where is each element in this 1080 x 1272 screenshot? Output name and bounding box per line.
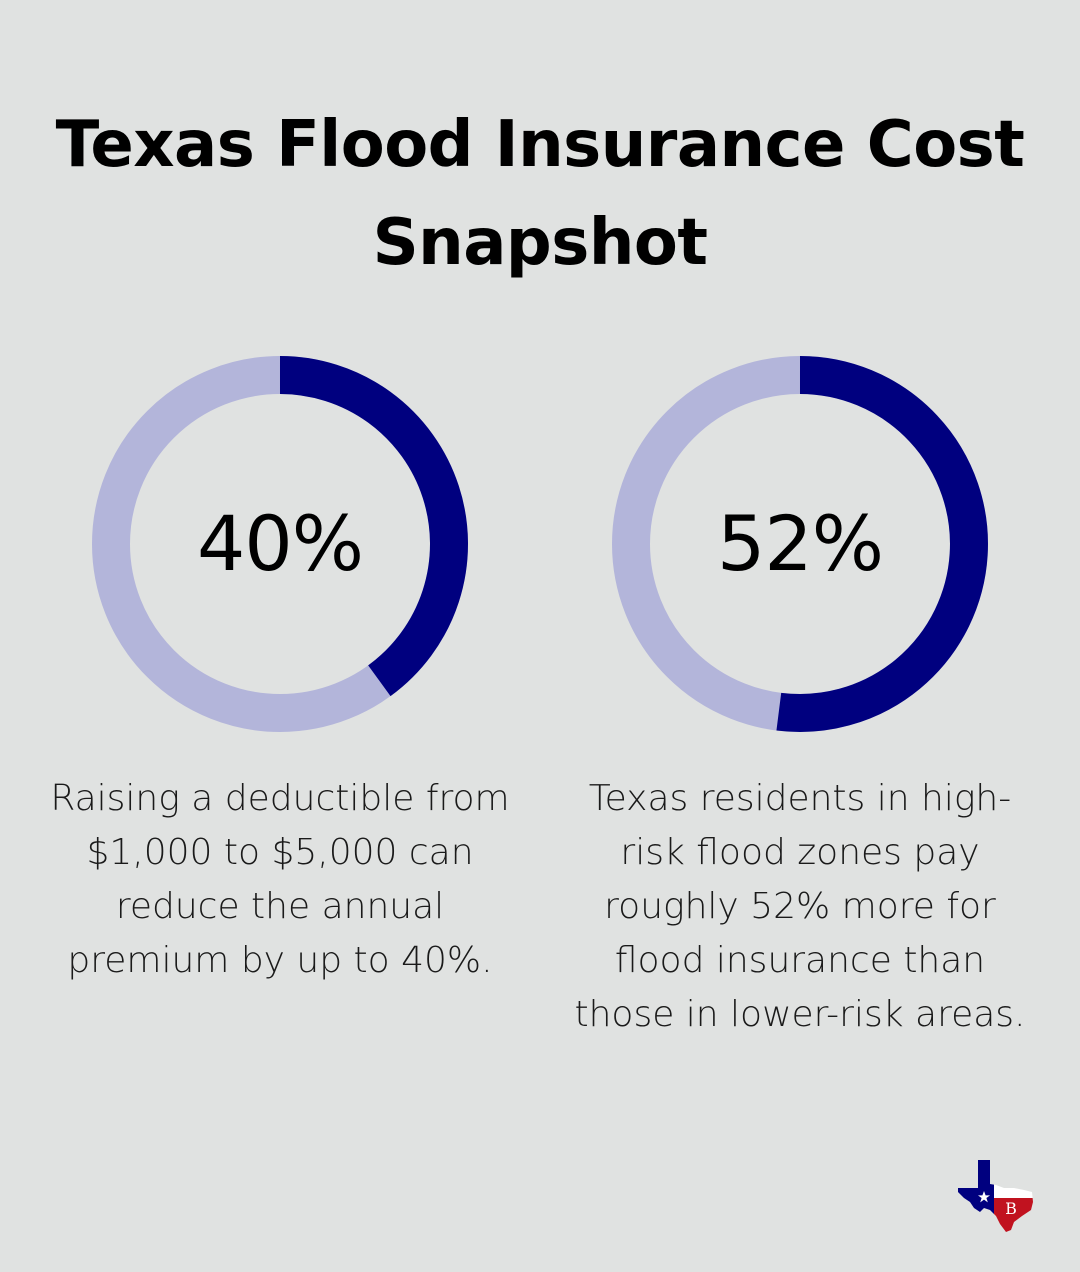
svg-text:B: B [1005,1199,1017,1218]
donut-1-arc [279,356,468,697]
donut-2-description: Texas residents in high-risk flood zones… [574,778,1026,1035]
texas-flag-map-icon: B [956,1158,1036,1234]
page-title: Texas Flood Insurance Cost Snapshot [55,108,1025,280]
donut-2-value-label: 52% [717,499,884,588]
donut-2-arc [776,356,988,732]
donut-2-svg [612,356,988,732]
donut-1-svg [92,356,468,732]
donut-1-value-label: 40% [197,499,364,588]
donut-chart-1: 40% [90,354,470,734]
donut-chart-2: 52% [610,354,990,734]
donut-1-description: Raising a deductible from $1,000 to $5,0… [50,778,510,981]
